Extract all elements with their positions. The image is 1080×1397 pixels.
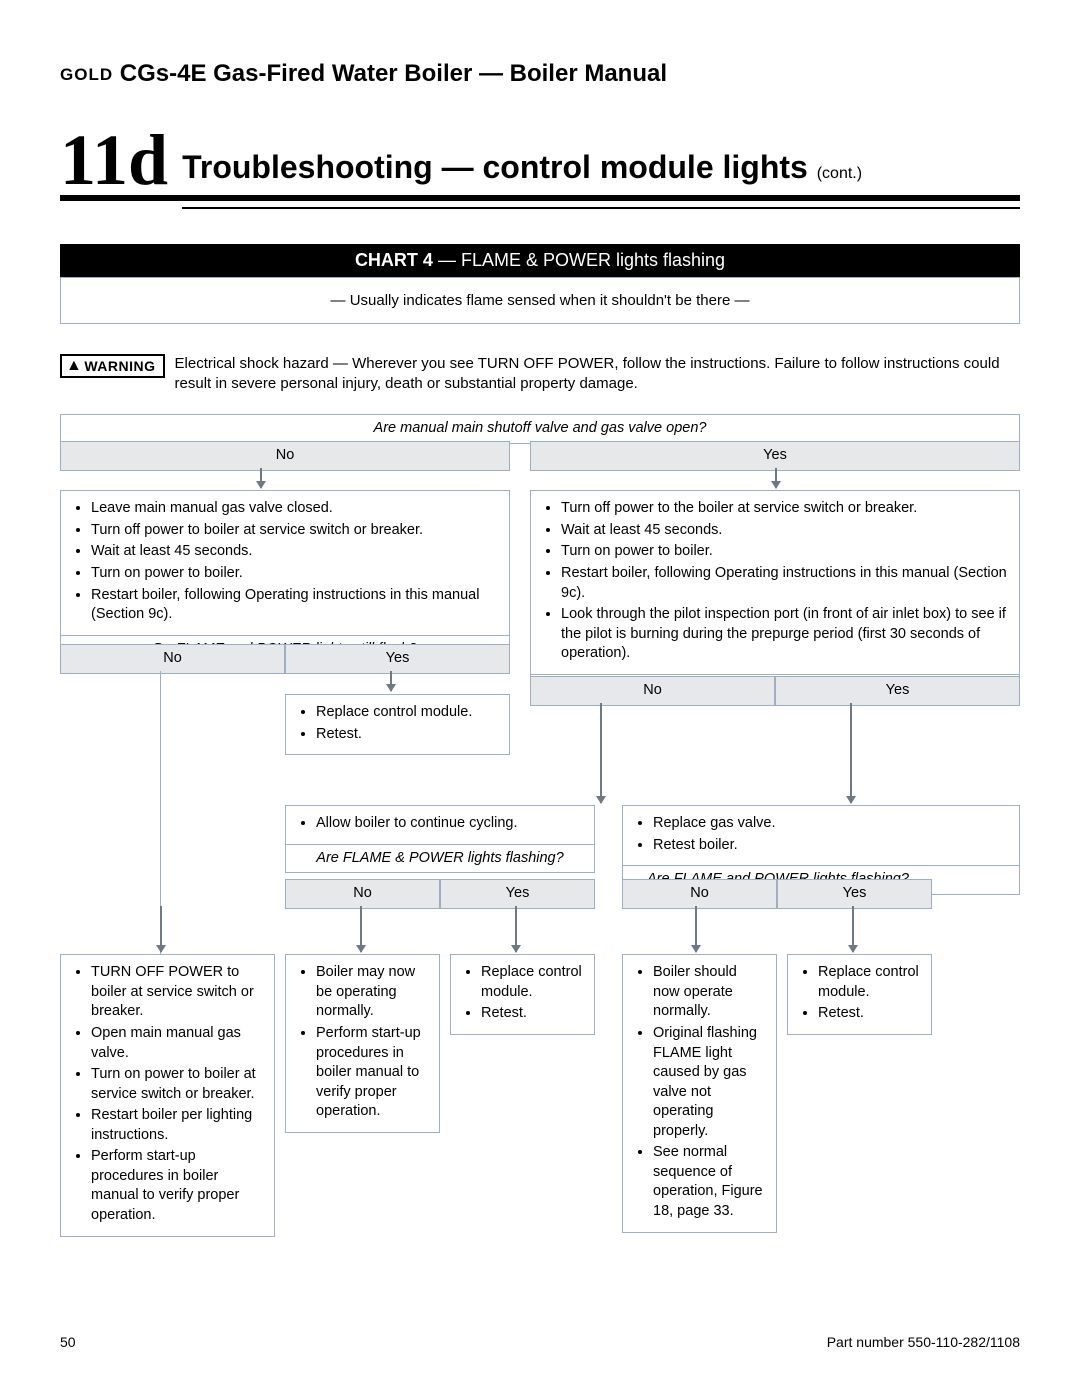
- ans-yes-top: Yes: [530, 441, 1020, 471]
- bottom-2: Boiler may now be operating normally. Pe…: [285, 954, 440, 1133]
- arrow: [160, 906, 162, 952]
- page-number: 50: [60, 1334, 76, 1350]
- left-steps: Leave main manual gas valve closed. Turn…: [60, 490, 510, 664]
- part-number: Part number 550-110-282/1108: [827, 1334, 1020, 1350]
- warning-badge: ▲WARNING: [60, 354, 165, 378]
- warning-text: Electrical shock hazard — Wherever you s…: [175, 354, 1020, 395]
- brand-gold: GOLD: [60, 65, 113, 85]
- ac-yes: Yes: [440, 879, 595, 909]
- arrow: [390, 671, 392, 691]
- arrow: [852, 906, 854, 952]
- replace-module: Replace control module. Retest.: [285, 694, 510, 755]
- chart-title-bar: CHART 4 — FLAME & POWER lights flashing: [60, 244, 1020, 277]
- ans-no-left: No: [60, 644, 285, 674]
- header-rest: CGs-4E Gas-Fired Water Boiler — Boiler M…: [113, 60, 667, 87]
- bottom-4: Boiler should now operate normally. Orig…: [622, 954, 777, 1232]
- section-underline: [182, 207, 1020, 209]
- allow-cycle: Allow boiler to continue cycling. Are FL…: [285, 805, 595, 873]
- manual-page: GOLD CGs-4E Gas-Fired Water Boiler — Boi…: [0, 0, 1080, 1380]
- ans-yes-right: Yes: [775, 676, 1020, 706]
- warning-icon: ▲: [66, 358, 82, 374]
- cont-label: (cont.): [817, 165, 862, 182]
- arrow: [360, 906, 362, 952]
- arrow: [600, 703, 602, 803]
- ac-no: No: [285, 879, 440, 909]
- section-title: Troubleshooting — control module lights …: [182, 148, 862, 192]
- arrow: [775, 468, 777, 488]
- section-number: 11d: [60, 128, 168, 193]
- manual-header: GOLD CGs-4E Gas-Fired Water Boiler — Boi…: [60, 60, 1020, 88]
- warning-label: WARNING: [84, 358, 155, 374]
- flowchart: Are manual main shutoff valve and gas va…: [60, 414, 1020, 1314]
- bottom-3: Replace control module. Retest.: [450, 954, 595, 1035]
- chart-rest: — FLAME & POWER lights flashing: [433, 250, 725, 270]
- ans-no-top: No: [60, 441, 510, 471]
- right-steps: Turn off power to the boiler at service …: [530, 490, 1020, 703]
- arrow: [850, 703, 852, 803]
- bottom-1: TURN OFF POWER to boiler at service swit…: [60, 954, 275, 1236]
- chart-subtitle: — Usually indicates flame sensed when it…: [60, 277, 1020, 324]
- rg-yes: Yes: [777, 879, 932, 909]
- chart-label: CHART 4: [355, 250, 433, 270]
- page-footer: 50 Part number 550-110-282/1108: [60, 1334, 1020, 1350]
- rg-no: No: [622, 879, 777, 909]
- q-top: Are manual main shutoff valve and gas va…: [60, 414, 1020, 444]
- bottom-5: Replace control module. Retest.: [787, 954, 932, 1035]
- section-heading-row: 11d Troubleshooting — control module lig…: [60, 128, 1020, 201]
- ans-no-right: No: [530, 676, 775, 706]
- arrow: [695, 906, 697, 952]
- arrow: [515, 906, 517, 952]
- ans-yes-left: Yes: [285, 644, 510, 674]
- arrow: [260, 468, 262, 488]
- warning-row: ▲WARNING Electrical shock hazard — Where…: [60, 354, 1020, 395]
